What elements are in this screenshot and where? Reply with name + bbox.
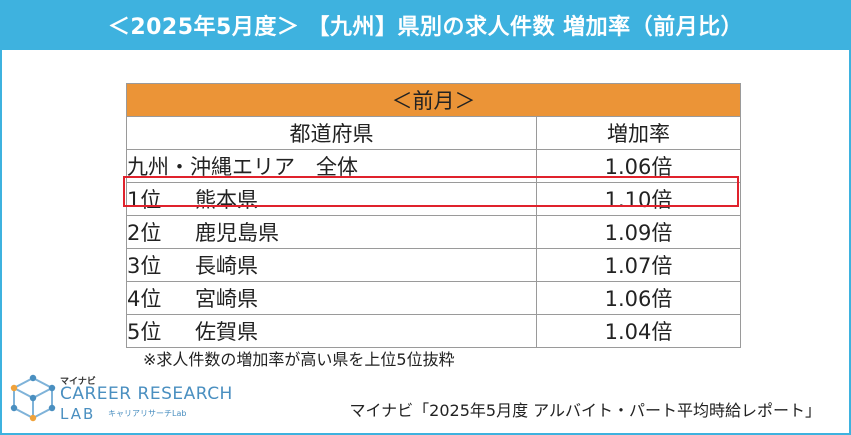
rank-label: 3位 — [127, 254, 162, 278]
logo-career-research: CAREER RESEARCH — [60, 384, 233, 404]
prefecture-name: 鹿児島県 — [195, 221, 279, 245]
logo-kana: マイナビ — [60, 377, 96, 387]
growth-rate-table: ＜前月＞ 都道府県 増加率 九州・沖縄エリア 全体 1.06倍 1位 熊本県 1.10倍… — [126, 83, 741, 348]
prefecture-name: 熊本県 — [195, 188, 258, 212]
table-row: 4位 宮崎県 1.06倍 — [126, 281, 741, 315]
prefecture-cell: 九州・沖縄エリア 全体 — [126, 149, 537, 183]
rate-cell: 1.09倍 — [536, 215, 741, 249]
table-row: 3位 長崎県 1.07倍 — [126, 248, 741, 282]
rate-cell: 1.10倍 — [536, 182, 741, 216]
logo-subtitle: キャリアリサーチLab — [108, 409, 187, 418]
prefecture-cell: 3位 長崎県 — [126, 248, 537, 282]
rank-label: 5位 — [127, 320, 162, 344]
cube-logo-icon — [10, 374, 56, 422]
rate-cell: 1.06倍 — [536, 149, 741, 183]
footnote: ※求人件数の増加率が高い県を上位5位抜粋 — [143, 350, 455, 369]
rank-label: 2位 — [127, 221, 162, 245]
table-row: 九州・沖縄エリア 全体 1.06倍 — [126, 149, 741, 183]
table-row: 5位 佐賀県 1.04倍 — [126, 314, 741, 348]
prefecture-cell: 1位 熊本県 — [126, 182, 537, 216]
column-header-row: 都道府県 増加率 — [126, 116, 741, 150]
page-title: ＜2025年5月度＞ 【九州】県別の求人件数 増加率（前月比） — [0, 0, 851, 50]
section-label: ＜前月＞ — [126, 83, 741, 117]
prefecture-name: 九州・沖縄エリア 全体 — [127, 155, 359, 179]
career-research-lab-logo: マイナビ CAREER RESEARCH LAB キャリアリサーチLab — [10, 374, 232, 426]
table-row-highlighted: 1位 熊本県 1.10倍 — [126, 182, 741, 216]
source-citation: マイナビ「2025年5月度 アルバイト・パート平均時給レポート」 — [349, 401, 821, 420]
rank-label: 4位 — [127, 287, 162, 311]
prefecture-cell: 5位 佐賀県 — [126, 314, 537, 348]
rate-cell: 1.04倍 — [536, 314, 741, 348]
prefecture-cell: 4位 宮崎県 — [126, 281, 537, 315]
rate-cell: 1.06倍 — [536, 281, 741, 315]
prefecture-name: 宮崎県 — [195, 287, 258, 311]
prefecture-name: 佐賀県 — [195, 320, 258, 344]
table-row: 2位 鹿児島県 1.09倍 — [126, 215, 741, 249]
column-header-rate: 増加率 — [536, 116, 741, 150]
column-header-prefecture: 都道府県 — [126, 116, 537, 150]
rate-cell: 1.07倍 — [536, 248, 741, 282]
logo-lab: LAB — [60, 405, 96, 423]
prefecture-name: 長崎県 — [195, 254, 258, 278]
table-body: 九州・沖縄エリア 全体 1.06倍 1位 熊本県 1.10倍 2位 鹿児島県 1.09倍 3位 長… — [126, 149, 741, 348]
prefecture-cell: 2位 鹿児島県 — [126, 215, 537, 249]
rank-label: 1位 — [127, 188, 162, 212]
section-header-row: ＜前月＞ — [126, 83, 741, 117]
